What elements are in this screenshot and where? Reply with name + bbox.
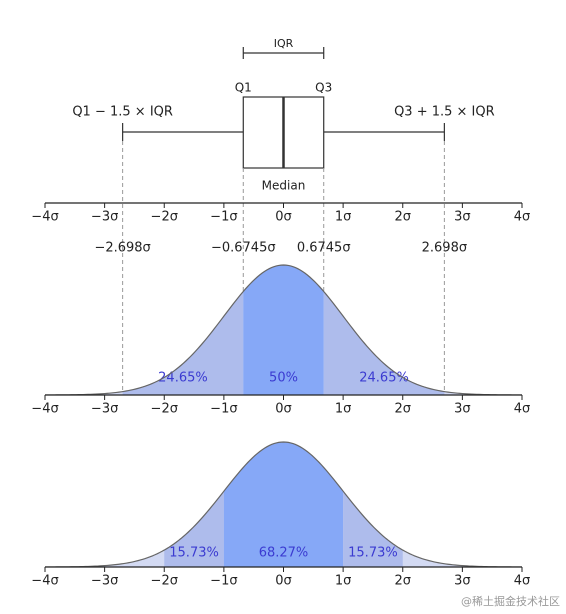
x-tick-label: 0σ bbox=[275, 402, 292, 417]
x-tick-label: −1σ bbox=[210, 402, 237, 417]
low-label: Q1 − 1.5 × IQR bbox=[72, 105, 173, 120]
region bbox=[323, 291, 445, 395]
q1-label: Q1 bbox=[235, 81, 252, 95]
region-label: 15.73% bbox=[169, 546, 219, 561]
x-tick-label: −2σ bbox=[151, 402, 178, 417]
x-tick-label: 4σ bbox=[514, 402, 531, 417]
x-tick-label: −4σ bbox=[31, 210, 58, 225]
marker-label: 0.6745σ bbox=[297, 241, 351, 256]
x-tick-label: −1σ bbox=[210, 210, 237, 225]
x-tick-label: −4σ bbox=[31, 402, 58, 417]
x-tick-label: 3σ bbox=[454, 402, 471, 417]
iqr-label: IQR bbox=[274, 37, 294, 50]
marker-label: 2.698σ bbox=[422, 241, 467, 256]
region-label: 68.27% bbox=[259, 546, 309, 561]
x-tick-label: −3σ bbox=[91, 574, 118, 589]
marker-label: −0.6745σ bbox=[211, 241, 276, 256]
x-tick-label: 2σ bbox=[394, 574, 411, 589]
x-tick-label: −2σ bbox=[151, 210, 178, 225]
x-tick-label: 0σ bbox=[275, 574, 292, 589]
x-tick-label: 4σ bbox=[514, 210, 531, 225]
region-label: 24.65% bbox=[158, 371, 208, 386]
region bbox=[243, 265, 324, 395]
x-tick-label: 3σ bbox=[454, 210, 471, 225]
density-curve bbox=[44, 441, 523, 568]
watermark: @稀土掘金技术社区 bbox=[461, 594, 560, 608]
region bbox=[223, 442, 344, 567]
region-label: 24.65% bbox=[359, 371, 409, 386]
marker-label: −2.698σ bbox=[94, 241, 150, 256]
x-tick-label: 2σ bbox=[394, 402, 411, 417]
median-label: Median bbox=[262, 179, 306, 193]
q3-label: Q3 bbox=[315, 81, 332, 95]
x-tick-label: 1σ bbox=[335, 210, 352, 225]
region-label: 15.73% bbox=[348, 546, 398, 561]
region-label: 50% bbox=[269, 371, 298, 386]
x-tick-label: −4σ bbox=[31, 574, 58, 589]
x-tick-label: 4σ bbox=[514, 574, 531, 589]
x-tick-label: −3σ bbox=[91, 210, 118, 225]
region bbox=[122, 291, 244, 395]
x-tick-label: 0σ bbox=[275, 210, 292, 225]
x-tick-label: −3σ bbox=[91, 402, 118, 417]
density-curve bbox=[44, 264, 523, 396]
x-tick-label: 1σ bbox=[335, 402, 352, 417]
x-tick-label: −1σ bbox=[210, 574, 237, 589]
high-label: Q3 + 1.5 × IQR bbox=[394, 105, 495, 120]
x-tick-label: 2σ bbox=[394, 210, 411, 225]
x-tick-label: −2σ bbox=[151, 574, 178, 589]
x-tick-label: 1σ bbox=[335, 574, 352, 589]
x-tick-label: 3σ bbox=[454, 574, 471, 589]
